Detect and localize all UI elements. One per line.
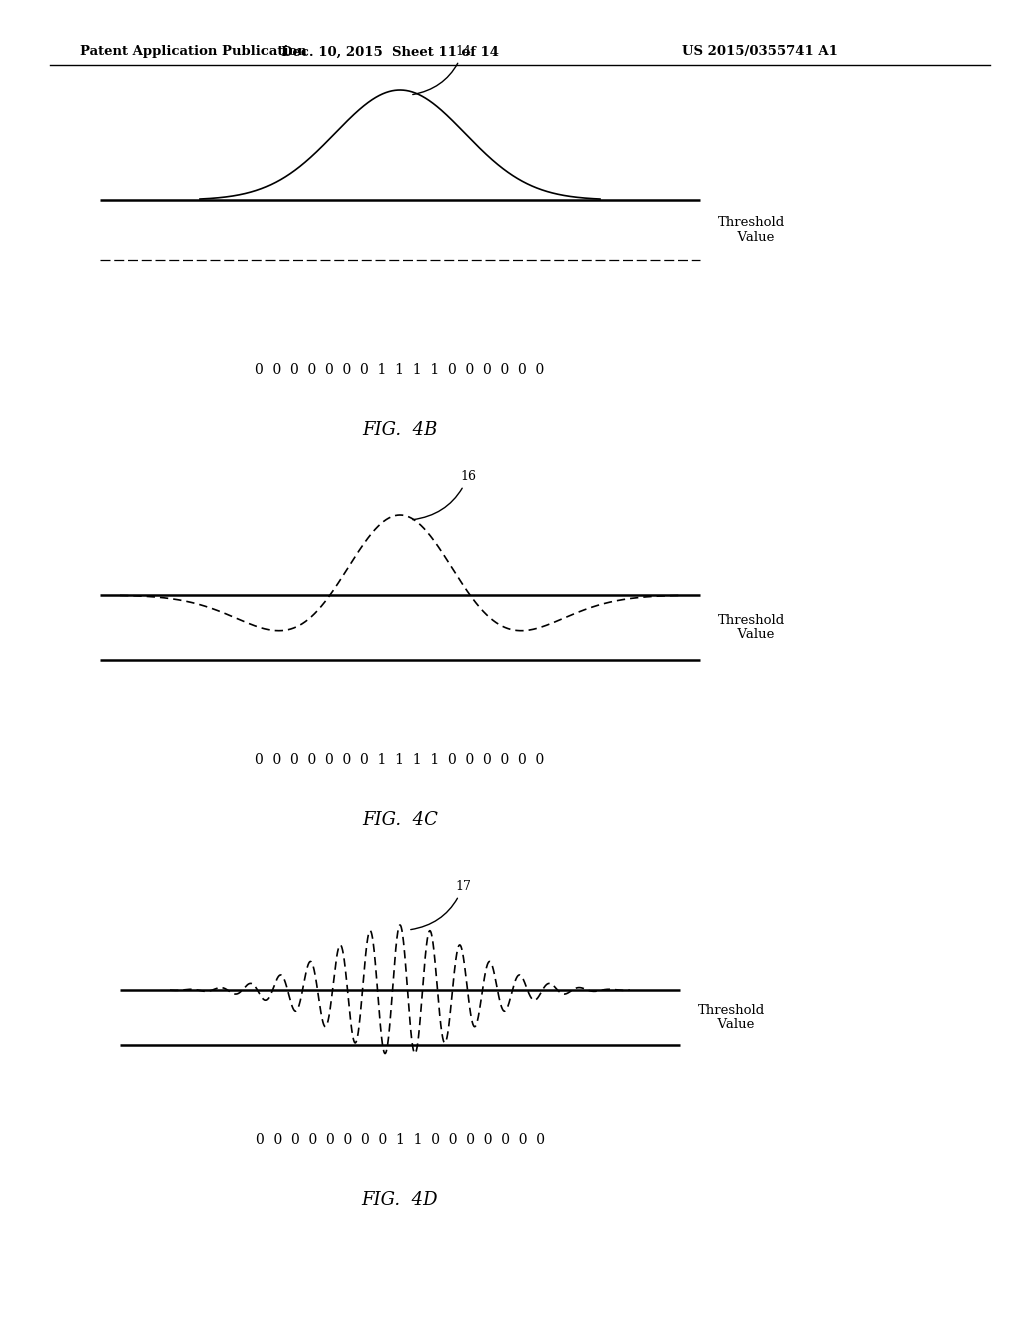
Text: 0  0  0  0  0  0  0  0  1  1  0  0  0  0  0  0  0: 0 0 0 0 0 0 0 0 1 1 0 0 0 0 0 0 0 [256,1133,545,1147]
Text: Patent Application Publication: Patent Application Publication [80,45,307,58]
Text: US 2015/0355741 A1: US 2015/0355741 A1 [682,45,838,58]
Text: Threshold
  Value: Threshold Value [718,216,785,244]
Text: Threshold
  Value: Threshold Value [718,614,785,642]
Text: FIG.  4B: FIG. 4B [362,421,437,440]
Text: 16: 16 [413,470,476,520]
Text: FIG.  4C: FIG. 4C [362,810,438,829]
Text: FIG.  4D: FIG. 4D [361,1191,438,1209]
Text: 14: 14 [413,45,471,95]
Text: Dec. 10, 2015  Sheet 11 of 14: Dec. 10, 2015 Sheet 11 of 14 [281,45,499,58]
Text: Threshold
  Value: Threshold Value [698,1003,765,1031]
Text: 0  0  0  0  0  0  0  1  1  1  1  0  0  0  0  0  0: 0 0 0 0 0 0 0 1 1 1 1 0 0 0 0 0 0 [255,363,545,378]
Text: 17: 17 [411,880,471,929]
Text: 0  0  0  0  0  0  0  1  1  1  1  0  0  0  0  0  0: 0 0 0 0 0 0 0 1 1 1 1 0 0 0 0 0 0 [255,752,545,767]
